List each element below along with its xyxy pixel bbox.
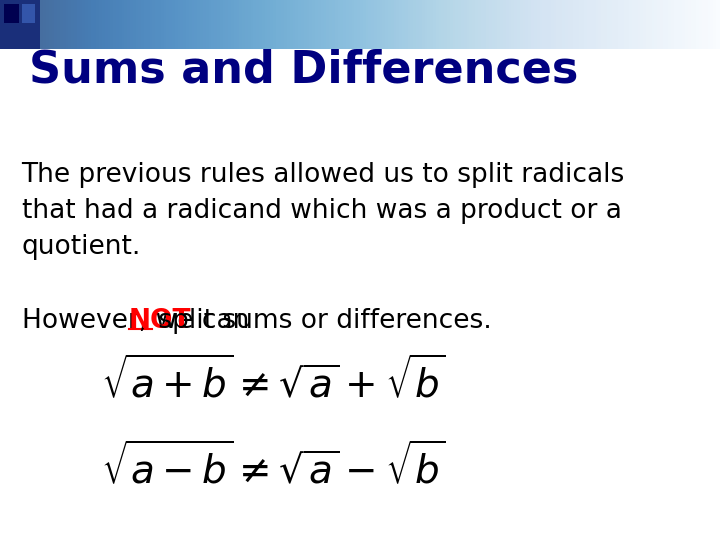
Text: $\sqrt{a-b} \neq \sqrt{a}-\sqrt{b}$: $\sqrt{a-b} \neq \sqrt{a}-\sqrt{b}$ (102, 443, 446, 491)
Text: The previous rules allowed us to split radicals
that had a radicand which was a : The previous rules allowed us to split r… (22, 162, 625, 260)
Text: split sums or differences.: split sums or differences. (150, 308, 492, 334)
FancyBboxPatch shape (4, 4, 19, 23)
Text: However, we can: However, we can (22, 308, 257, 334)
FancyBboxPatch shape (22, 4, 35, 23)
Text: $\sqrt{a+b} \neq \sqrt{a}+\sqrt{b}$: $\sqrt{a+b} \neq \sqrt{a}+\sqrt{b}$ (102, 356, 446, 405)
Text: Sums and Differences: Sums and Differences (29, 49, 578, 92)
FancyBboxPatch shape (0, 0, 40, 49)
Text: NOT: NOT (129, 308, 192, 334)
